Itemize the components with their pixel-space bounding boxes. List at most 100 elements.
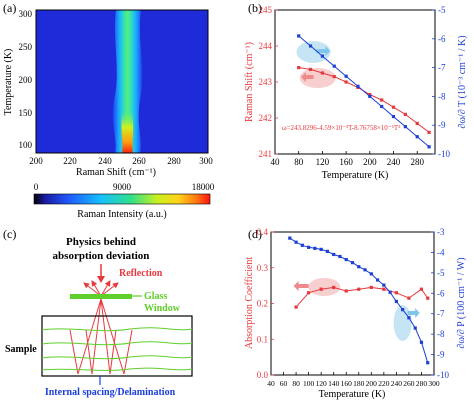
x-tick-label: 160: [341, 379, 353, 388]
data-point: [391, 114, 396, 119]
data-point: [375, 278, 380, 282]
panel-b: (b) 40 80 120 160 200 240 280 241 242 243 244 245 -1…: [244, 1, 468, 181]
panel-b-label: (b): [248, 1, 262, 15]
plot-b-ticks: 40 80 120 160 200 240 280 241 242 243 244 245 -10 -9 -…: [259, 5, 451, 167]
heatmap-x-ticks: 200 220 240 260 280 300: [29, 156, 213, 166]
colorbar-tick: 18000: [192, 182, 215, 192]
data-point: [382, 287, 386, 291]
data-point: [294, 305, 298, 309]
plot-b-ylabel-right: ∂ω/∂ T (10⁻³ cm⁻¹ / K): [457, 35, 468, 128]
x-tick-label: 60: [280, 379, 288, 388]
data-point: [308, 67, 313, 71]
heatmap-hotspot: [121, 110, 134, 153]
glass-label-1: Glass: [144, 291, 167, 302]
data-point: [344, 80, 348, 84]
x-tick-label: 80: [292, 379, 300, 388]
fit-equation: ω=243.8296-4.59×10⁻³T-8.76758×10⁻⁶T²: [282, 124, 400, 132]
data-point: [407, 316, 411, 320]
data-point: [332, 75, 336, 79]
data-point: [294, 240, 298, 244]
data-point: [369, 285, 373, 290]
data-point: [391, 105, 396, 109]
data-point: [369, 272, 373, 276]
data-point: [394, 299, 398, 304]
data-point: [403, 112, 407, 116]
x-tick-label: 280: [416, 379, 428, 388]
y-tick: 300: [19, 9, 33, 19]
y-tick: 200: [19, 75, 33, 85]
data-point: [427, 130, 431, 134]
data-point: [368, 93, 372, 97]
series-line: [298, 35, 430, 148]
panel-c: (c) Physics behind absorption deviation …: [3, 227, 193, 398]
incident-arrowhead: [97, 276, 105, 283]
data-point: [320, 54, 325, 58]
panel-a-label: (a): [3, 1, 16, 15]
data-point: [426, 361, 430, 365]
data-point: [344, 257, 348, 262]
plot-d-frame: [270, 231, 435, 376]
blue-highlight-ellipse: [393, 305, 412, 341]
data-point: [415, 121, 419, 125]
data-point: [307, 291, 311, 295]
sample-box: [41, 315, 193, 377]
data-point: [308, 44, 313, 48]
x-tick: 280: [167, 156, 181, 166]
x-tick-label: 40: [271, 157, 281, 167]
right-tick-label: -5: [437, 268, 445, 278]
spacing-label: Internal spacing/Delamination: [45, 387, 176, 398]
left-tick-label: 242: [259, 113, 273, 123]
data-point: [320, 71, 325, 75]
data-point: [350, 261, 355, 265]
data-point: [319, 287, 323, 291]
right-tick-label: -4: [437, 247, 445, 257]
left-tick-label: 241: [259, 149, 273, 159]
left-tick-label: 0.0: [257, 370, 269, 380]
data-point: [426, 296, 430, 300]
data-point: [357, 265, 361, 269]
red-highlight-ellipse: [308, 278, 341, 296]
x-tick: 260: [132, 156, 146, 166]
colorbar-tick: 0: [34, 182, 39, 192]
data-point: [380, 104, 384, 109]
right-tick-label: -7: [437, 309, 445, 319]
plot-b-frame: [274, 9, 436, 155]
plot-d-blue-series: [288, 236, 430, 365]
data-point: [415, 135, 419, 139]
plot-d-highlights: [293, 278, 420, 341]
data-point: [332, 285, 336, 290]
plot-b-xlabel: Temperature (K): [322, 170, 389, 181]
x-tick-label: 200: [366, 379, 378, 388]
data-point: [357, 287, 361, 291]
x-tick-label: 240: [391, 379, 403, 388]
data-point: [419, 287, 424, 291]
right-tick-label: -6: [438, 34, 446, 44]
x-tick-label: 260: [403, 379, 415, 388]
data-point: [297, 34, 301, 38]
heatmap-peak-band: [112, 10, 143, 153]
x-tick-label: 100: [303, 379, 315, 388]
x-tick-label: 120: [316, 379, 328, 388]
x-tick-label: 200: [363, 157, 377, 167]
data-point: [319, 247, 323, 251]
right-tick-label: -8: [437, 329, 445, 339]
right-tick-label: -9: [438, 120, 446, 130]
data-point: [407, 296, 411, 300]
y-tick: 150: [19, 108, 33, 118]
left-tick-label: 243: [259, 77, 273, 87]
data-point: [419, 340, 424, 344]
panel-d: (d) 40 60 80 100 120 140 160 180 200 220 240 260 280…: [244, 227, 467, 400]
data-point: [394, 291, 398, 295]
data-point: [388, 290, 392, 294]
plot-d-red-series: [294, 285, 430, 309]
plot-d-xlabel: Temperature (K): [319, 389, 386, 400]
reflection-rays: [83, 280, 119, 297]
data-point: [332, 64, 336, 68]
x-tick-label: 280: [410, 157, 424, 167]
data-point: [297, 66, 301, 70]
red-arrow-left: [293, 281, 309, 291]
data-point: [313, 246, 317, 250]
transmitted-rays: [69, 298, 133, 375]
red-highlight-ellipse: [299, 68, 336, 88]
panel-a: (a) 100 150 200 250 300 Temperature (K) …: [3, 1, 215, 220]
